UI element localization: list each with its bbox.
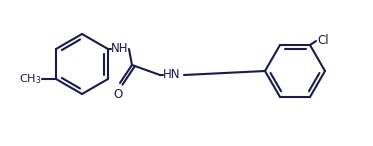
Text: CH$_3$: CH$_3$ [19, 72, 41, 86]
Text: NH: NH [111, 42, 128, 55]
Text: O: O [113, 88, 123, 101]
Text: HN: HN [163, 68, 181, 81]
Text: Cl: Cl [317, 34, 329, 47]
